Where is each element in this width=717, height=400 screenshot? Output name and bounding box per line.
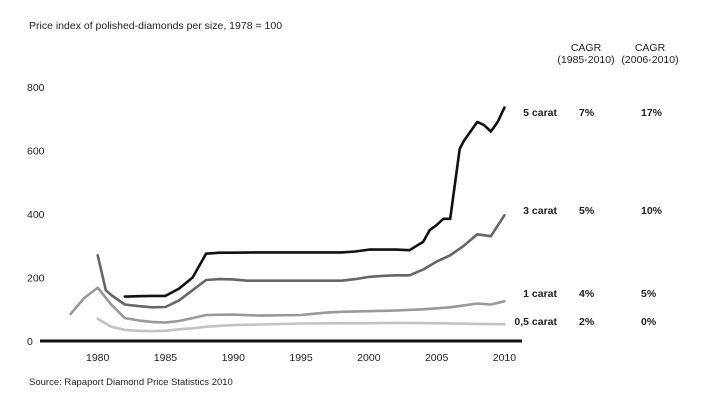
x-tick-label-0: 1980	[86, 352, 110, 364]
cagr-1985-2010-value-2: 4%	[579, 288, 595, 300]
series-lines	[69, 106, 506, 333]
y-tick-label-1: 200	[27, 273, 45, 285]
x-tick-label-5: 2005	[425, 352, 449, 364]
y-tick-label-4: 800	[27, 82, 45, 94]
cagr-2006-2010-value-2: 5%	[641, 288, 657, 300]
cagr-2006-2010-value-0: 17%	[641, 107, 663, 119]
chart-title: Price index of polished-diamonds per siz…	[29, 20, 283, 32]
legend-label-2: 1 carat	[523, 288, 557, 300]
series-line-1	[96, 214, 506, 309]
series-line-3	[96, 317, 506, 333]
x-tick-label-4: 2000	[357, 352, 381, 364]
x-tick-label-2: 1990	[222, 352, 246, 364]
cagr-1985-2010-value-3: 2%	[579, 316, 595, 328]
x-tick-label-1: 1985	[154, 352, 178, 364]
cagr-header-1-line1: CAGR	[570, 42, 602, 54]
series-line-2	[69, 286, 506, 324]
y-axis-ticks: 0 200 400 600 800	[27, 82, 45, 348]
x-tick-label-6: 2010	[493, 352, 517, 364]
cagr-header-2006-2010: CAGR (2006-2010)	[617, 42, 683, 66]
cagr-header-2-line1: CAGR	[634, 42, 666, 54]
legend-label-3: 0,5 carat	[514, 316, 557, 328]
y-tick-label-2: 400	[27, 209, 45, 221]
x-axis-ticks: 1980 1985 1990 1995 2000 2005 2010	[86, 352, 516, 364]
cagr-1985-2010-value-1: 5%	[579, 205, 595, 217]
source-note: Source: Rapaport Diamond Price Statistic…	[29, 377, 233, 388]
y-tick-label-0: 0	[27, 336, 33, 348]
cagr-2006-2010-value-1: 10%	[641, 205, 663, 217]
y-tick-label-3: 600	[27, 146, 45, 158]
legend-label-0: 5 carat	[523, 107, 557, 119]
cagr-1985-2010-value-0: 7%	[579, 107, 595, 119]
series-line-0	[123, 106, 506, 298]
cagr-header-2-line2: (2006-2010)	[621, 54, 679, 66]
legend-label-1: 3 carat	[523, 205, 557, 217]
cagr-header-1985-2010: CAGR (1985-2010)	[554, 42, 618, 66]
cagr-2006-2010-value-3: 0%	[641, 316, 657, 328]
x-tick-label-3: 1995	[289, 352, 313, 364]
cagr-header-1-line2: (1985-2010)	[557, 54, 615, 66]
